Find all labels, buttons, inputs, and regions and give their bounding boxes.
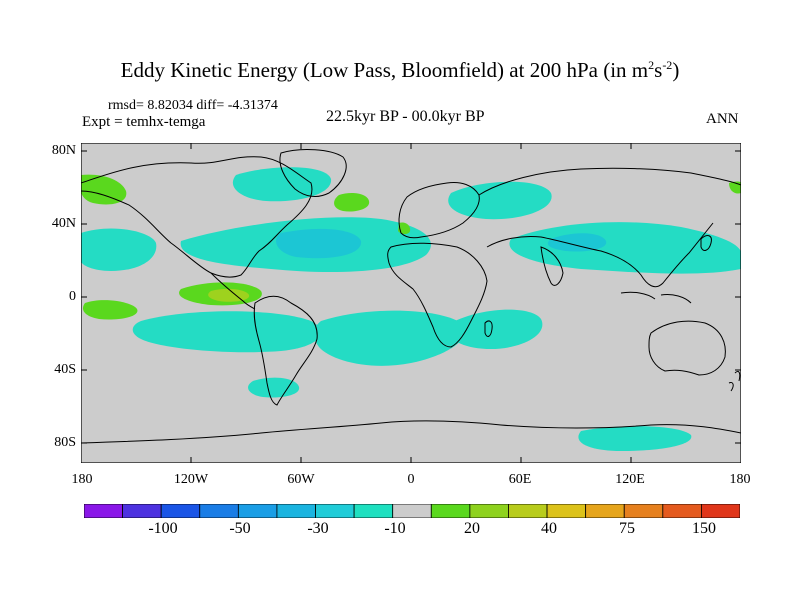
- lon-label-120e: 120E: [615, 472, 645, 487]
- lon-label-180e: 180: [729, 472, 751, 487]
- field-w-pacific-green: [82, 300, 138, 320]
- colorbar-label-neg100: -100: [148, 520, 178, 537]
- lon-label-180w: 180: [71, 472, 93, 487]
- colorbar-box-8: [392, 504, 432, 518]
- colorbar-box-16: [701, 504, 740, 518]
- colorbar-box-5: [276, 504, 316, 518]
- colorbar-box-7: [353, 504, 394, 518]
- coast-central-america: [210, 272, 256, 310]
- coast-greenland: [279, 149, 347, 197]
- colorbar-label-40: 40: [541, 520, 557, 537]
- lon-label-0: 0: [407, 472, 415, 487]
- map-background: [81, 143, 741, 463]
- coast-japan: [700, 235, 712, 251]
- coast-antarctica: [81, 420, 741, 444]
- lat-label-80n: 80N: [51, 143, 76, 158]
- chart-title: Eddy Kinetic Energy (Low Pass, Bloomfiel…: [120, 58, 680, 82]
- lat-label-80s: 80S: [54, 435, 76, 450]
- field-s-america-south: [248, 377, 300, 398]
- coast-indonesia: [620, 291, 692, 304]
- colorbar-box-3: [199, 504, 239, 518]
- field-atlantic-green: [334, 193, 370, 212]
- field-labrador: [232, 167, 332, 202]
- stats-text: rmsd= 8.82034 diff= -4.31374: [108, 98, 278, 113]
- lon-label-60e: 60E: [508, 472, 532, 487]
- coast-madagascar: [484, 320, 493, 337]
- colorbar-box-13: [585, 504, 625, 518]
- field-asia-core: [547, 233, 607, 252]
- field-ne-edge-green: [729, 181, 741, 194]
- field-europe-green: [398, 222, 411, 234]
- colorbar-box-0: [84, 504, 123, 518]
- field-siberia: [448, 181, 552, 220]
- colorbar: [84, 504, 740, 518]
- lon-label-120w: 120W: [173, 472, 209, 487]
- colorbar-box-6: [315, 504, 355, 518]
- world-map: [81, 143, 741, 463]
- colorbar-box-11: [508, 504, 548, 518]
- field-n-pacific-west: [81, 228, 157, 271]
- lon-label-60w: 60W: [287, 472, 315, 487]
- lat-label-0: 0: [69, 289, 76, 304]
- colorbar-box-2: [160, 504, 201, 518]
- lat-label-40n: 40N: [51, 216, 76, 231]
- coast-new-zealand: [728, 370, 741, 392]
- colorbar-label-75: 75: [619, 520, 635, 537]
- tick-marks: [81, 143, 741, 463]
- season-label: ANN: [706, 111, 739, 127]
- colorbar-box-14: [623, 504, 664, 518]
- lat-label-40s: 40S: [54, 362, 76, 377]
- field-s-ocean-east: [578, 426, 692, 451]
- colorbar-label-20: 20: [464, 520, 480, 537]
- field-n-atlantic-core: [276, 228, 362, 259]
- coastlines: [81, 149, 741, 444]
- colorbar-box-12: [546, 504, 587, 518]
- field-e-pacific-tropic: [132, 311, 321, 353]
- experiment-label: Expt = temhx-temga: [82, 114, 206, 130]
- field-alaska-green: [81, 174, 127, 205]
- colorbar-box-9: [430, 504, 471, 518]
- colorbar-label-150: 150: [692, 520, 716, 537]
- coast-india: [540, 246, 564, 286]
- coast-asia: [478, 167, 741, 288]
- colorbar-box-10: [469, 504, 509, 518]
- period-label: 22.5kyr BP - 00.0kyr BP: [326, 108, 485, 125]
- coast-africa: [387, 242, 488, 348]
- colorbar-box-15: [662, 504, 702, 518]
- colorbar-label-neg50: -50: [229, 520, 251, 537]
- colorbar-box-4: [237, 504, 278, 518]
- colorbar-box-1: [122, 504, 162, 518]
- field-s-atlantic: [313, 310, 466, 366]
- field-tropic-pacific-yellow: [208, 288, 250, 302]
- coast-north-america: [81, 156, 313, 278]
- colorbar-label-neg30: -30: [307, 520, 329, 537]
- coast-south-america: [253, 295, 318, 406]
- anomaly-fields: [81, 167, 741, 451]
- colorbar-label-neg10: -10: [384, 520, 406, 537]
- coast-australia: [648, 320, 726, 376]
